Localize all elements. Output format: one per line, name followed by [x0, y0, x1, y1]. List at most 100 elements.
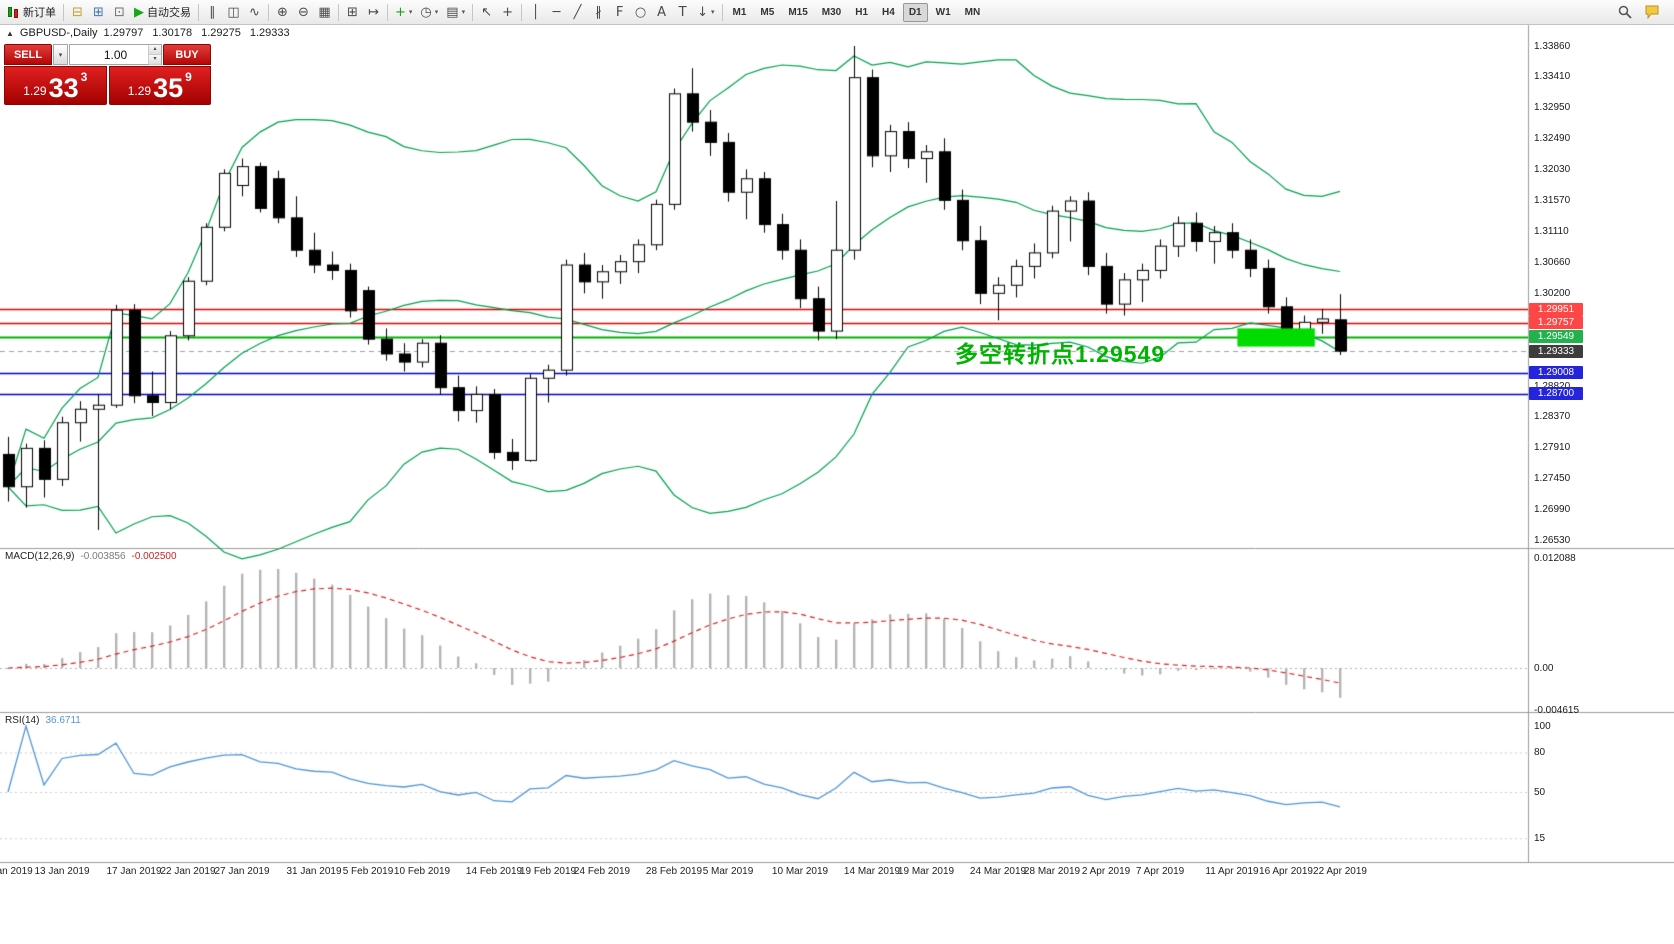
volume-stepper[interactable]: ▴ ▾: [148, 45, 161, 65]
toolbar-separator: [721, 3, 723, 21]
timeframe-w1-button[interactable]: W1: [930, 3, 957, 22]
vertical-line-icon: │: [531, 4, 540, 20]
zoom-out-button[interactable]: ⊖: [293, 2, 314, 23]
macd-axis-label: 0.00: [1534, 663, 1554, 674]
search-button[interactable]: [1614, 2, 1636, 23]
timeframe-m5-button[interactable]: M5: [754, 3, 780, 22]
periods-caret-icon: ▾: [434, 9, 439, 16]
price-tag: 1.29549: [1529, 330, 1583, 344]
ask-base: 1.29: [127, 84, 152, 98]
toolbar-separator: [521, 3, 523, 21]
shapes-button[interactable]: ○: [630, 2, 651, 23]
line-chart-mode-button[interactable]: ∿: [244, 2, 265, 23]
timeframe-d1-button[interactable]: D1: [902, 2, 928, 22]
charts-profile-button[interactable]: ⊟: [67, 2, 88, 23]
date-axis-label: 14 Feb 2019: [465, 866, 523, 877]
timeframe-m1-button[interactable]: M1: [727, 3, 753, 22]
equidistant-channel-button[interactable]: ∦: [588, 2, 609, 23]
chart-window-icon: ▲: [6, 28, 14, 38]
horizontal-line-icon: ─: [552, 4, 561, 20]
rsi-axis-label: 80: [1534, 747, 1546, 759]
price-axis-label: 1.31570: [1534, 195, 1571, 207]
date-axis-label: 5 Feb 2019: [342, 866, 394, 877]
macd-value: -0.003856: [80, 551, 126, 562]
pivot-annotation-text[interactable]: 多空转折点1.29549: [955, 341, 1166, 367]
autotrading-label: 自动交易: [147, 7, 191, 19]
periods-button[interactable]: ◷ ▾: [416, 2, 442, 23]
text-icon: A: [657, 4, 667, 20]
price-axis[interactable]: 1.33860 1.33410 1.32950 1.32490 1.32030 1.315…: [1528, 0, 1674, 944]
ohlc-high: 1.30178: [152, 27, 193, 39]
chart-window-title: ▲ GBPUSD-,Daily 1.29797 1.30178 1.29275 …: [6, 27, 290, 39]
data-window-button[interactable]: ⊡: [109, 2, 130, 23]
toolbar-separator: [268, 3, 269, 21]
charts-profile-icon: ⊟: [72, 4, 83, 20]
fibonacci-icon: F: [615, 4, 624, 20]
indicators-list-button[interactable]: + ▾: [391, 2, 416, 23]
trade-options-dropdown[interactable]: ▾: [53, 44, 68, 65]
timeframe-mn-button[interactable]: MN: [959, 3, 987, 22]
text-button[interactable]: A: [651, 2, 672, 23]
bid-pipette: 3: [80, 70, 88, 84]
sell-button[interactable]: SELL: [4, 44, 52, 65]
date-axis-label: 22 Apr 2019: [1313, 866, 1367, 877]
price-axis-label: 1.28820: [1534, 380, 1571, 392]
price-axis-label: 1.28370: [1534, 410, 1571, 422]
price-axis-label: 1.27910: [1534, 441, 1571, 453]
crosshair-button[interactable]: +: [497, 2, 518, 23]
timeframe-m30-button[interactable]: M30: [816, 3, 847, 22]
candlestick-chart-mode-button[interactable]: ◫: [223, 2, 244, 23]
bar-chart-mode-button[interactable]: ∥: [202, 2, 223, 23]
autotrading-icon: ▶: [134, 4, 144, 20]
ask-price-button[interactable]: 1.29 35 9: [108, 66, 211, 105]
vertical-line-button[interactable]: │: [525, 2, 546, 23]
stepper-up-icon[interactable]: ▴: [149, 45, 161, 55]
trendline-icon: ╱: [573, 4, 582, 20]
date-axis-label: 19 Mar 2019: [897, 866, 955, 877]
fibonacci-button[interactable]: F: [609, 2, 630, 23]
timeframe-h1-button[interactable]: H1: [849, 3, 874, 22]
volume-field[interactable]: 1.00 ▴ ▾: [69, 44, 162, 65]
candlestick-chart-mode-icon: ◫: [227, 4, 240, 20]
arrows-button[interactable]: ↓ ▾: [693, 2, 718, 23]
toolbar-separator: [387, 3, 388, 21]
rsi-axis-label: 100: [1534, 721, 1551, 732]
date-axis-label: 14 Mar 2019: [843, 866, 901, 877]
market-watch-button[interactable]: ⊞: [88, 2, 109, 23]
ohlc-low: 1.29275: [201, 27, 241, 39]
market-watch-icon: ⊞: [93, 4, 104, 20]
zoom-in-button[interactable]: ⊕: [272, 2, 293, 23]
date-axis-label: 19 Feb 2019: [519, 866, 577, 877]
community-chat-button[interactable]: [1641, 2, 1663, 23]
tile-windows-button[interactable]: ▦: [314, 2, 335, 23]
search-icon: [1618, 5, 1632, 19]
bid-base: 1.29: [23, 84, 47, 98]
cursor-icon: ↖: [481, 4, 493, 20]
stepper-down-icon[interactable]: ▾: [149, 55, 161, 65]
volume-value: 1.00: [103, 47, 128, 62]
date-axis-label: 17 Jan 2019: [106, 866, 162, 877]
chart-shift-button[interactable]: ↦: [363, 2, 384, 23]
new-order-label: 新订单: [23, 7, 56, 19]
timeframe-m15-button[interactable]: M15: [782, 3, 813, 22]
toolbar-left-group: 新订单 ⊟ ⊞ ⊡ ▶ 自动交易 ∥ ◫ ∿ ⊕ ⊖ ▦ ⊞ ↦ + ▾ ◷ ▾ ▤ ▾ ↖ + │ ─ ╱ ∦ F ○ A T ↓ ▾: [3, 2, 726, 23]
autotrading-button[interactable]: ▶ 自动交易: [130, 2, 195, 23]
trendline-button[interactable]: ╱: [567, 2, 588, 23]
tile-windows-icon: ▦: [318, 4, 331, 20]
bid-price-button[interactable]: 1.29 33 3: [4, 66, 107, 105]
buy-button[interactable]: BUY: [163, 44, 211, 65]
chevron-down-icon: ▾: [58, 51, 63, 59]
timeframe-h4-button[interactable]: H4: [876, 3, 901, 22]
date-axis-label: 8 Jan 2019: [0, 866, 33, 877]
auto-arrange-button[interactable]: ⊞: [342, 2, 363, 23]
text-label-button[interactable]: T: [672, 2, 693, 23]
toolbar-right-group: [1614, 2, 1671, 23]
toolbar-separator: [63, 3, 64, 21]
new-order-button[interactable]: 新订单: [3, 2, 60, 23]
ask-pipette: 9: [185, 70, 192, 84]
cursor-button[interactable]: ↖: [476, 2, 497, 23]
horizontal-line-button[interactable]: ─: [546, 2, 567, 23]
templates-button[interactable]: ▤ ▾: [442, 2, 469, 23]
